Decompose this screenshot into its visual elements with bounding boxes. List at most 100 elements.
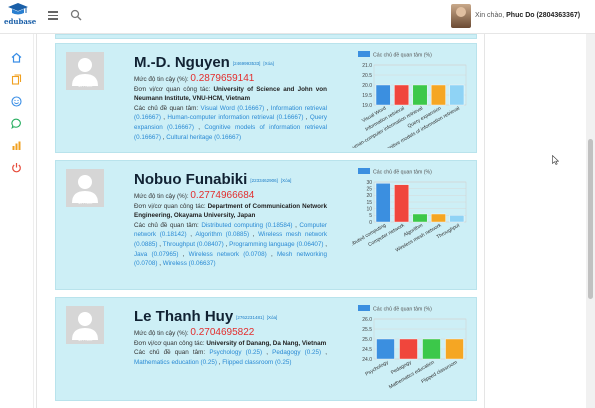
plot-area xyxy=(373,318,467,360)
interest-keyword-link[interactable]: Wireless (0.06637) xyxy=(162,260,216,268)
interest-keyword-link[interactable]: Distributed computing (0.18584) xyxy=(201,221,293,229)
affiliation-label: Đơn vị/cơ quan công tác: xyxy=(134,339,207,347)
bar xyxy=(431,84,446,106)
search-icon[interactable] xyxy=(70,9,82,21)
separator: , xyxy=(160,114,168,122)
interest-keyword-link[interactable]: Throughput (0.08407) xyxy=(162,240,224,248)
interest-keyword-link[interactable]: Flipped classroom (0.25) xyxy=(222,358,292,366)
bar xyxy=(412,84,428,106)
y-tick-label: 24.5 xyxy=(362,347,372,353)
documents-icon[interactable] xyxy=(11,74,22,85)
top-bar: edubase Xin chào, Phuc Do (2804363367) xyxy=(0,0,595,34)
power-icon[interactable] xyxy=(11,162,22,173)
delete-link[interactable]: [Xóa] xyxy=(263,60,274,66)
profile-card: No Photo Nobuo Funabiki [2233462906] [Xóa]… xyxy=(55,160,477,290)
previous-card-edge xyxy=(55,34,477,39)
delete-link[interactable]: [Xóa] xyxy=(266,314,278,320)
profile-details: Mức độ tin cậy (%): 0.2774966684 Đơn vị/… xyxy=(134,191,327,269)
interest-keyword-link[interactable]: Cognitive models of information retrieva… xyxy=(134,123,327,141)
bar xyxy=(422,338,441,360)
confidence-label: Mức độ tin cậy (%): xyxy=(134,193,191,200)
interest-keyword-link[interactable]: Pedagogy (0.25) xyxy=(272,349,322,357)
profile-photo: No Photo xyxy=(66,169,104,207)
profile-card: No Photo M.-D. Nguyen [2469993533] [Xóa] M… xyxy=(55,43,477,153)
interest-keyword-link[interactable]: Human-computer information retrieval (0.… xyxy=(167,114,304,122)
page-scrollbar[interactable] xyxy=(586,34,595,408)
bar xyxy=(394,84,409,106)
y-tick-label: 15 xyxy=(366,200,372,206)
interest-keyword-link[interactable]: Wireless network (0.0708) xyxy=(188,250,267,258)
user-avatar[interactable] xyxy=(451,4,471,28)
legend-label: Các chủ đề quan tâm (%) xyxy=(373,52,432,59)
separator: , xyxy=(160,133,167,141)
delete-link[interactable]: [Xóa] xyxy=(280,177,292,183)
y-tick-label: 21.0 xyxy=(362,63,372,69)
bar xyxy=(431,213,446,223)
separator: , xyxy=(262,349,273,357)
legend-swatch xyxy=(358,51,370,57)
separator: , xyxy=(178,250,189,258)
interest-keyword-link[interactable]: Computer network (0.18142) xyxy=(134,221,328,239)
interests-line: Các chủ đề quan tâm: Visual Word (0.1666… xyxy=(134,104,327,142)
edubase-logo[interactable]: edubase xyxy=(4,2,36,32)
confidence-label: Mức độ tin cậy (%): xyxy=(134,330,191,337)
interest-bar-chart: Các chủ đề quan tâm (%)051015202530Distr… xyxy=(352,168,467,254)
separator: , xyxy=(193,123,205,131)
interest-keyword-link[interactable]: Programming language (0.06407) xyxy=(229,240,324,248)
interest-keyword-link[interactable]: Visual Word (0.16667) xyxy=(200,104,265,112)
separator: , xyxy=(223,240,230,248)
y-tick-label: 0 xyxy=(369,220,372,226)
no-photo-label: No Photo xyxy=(77,201,93,205)
legend-swatch xyxy=(358,168,370,174)
separator: , xyxy=(266,250,277,258)
profile-name-text: Nobuo Funabiki xyxy=(134,171,248,188)
separator: , xyxy=(157,260,163,268)
user-greeting[interactable]: Xin chào, Phuc Do (2804363367) xyxy=(475,12,580,19)
separator: , xyxy=(249,231,259,239)
interest-bar-chart: Các chủ đề quan tâm (%) 19.0 19.5 20.0 20.5 2… xyxy=(352,51,467,148)
profile-name: Le Thanh Huy [2762231481] [Xóa] xyxy=(134,308,277,325)
separator: , xyxy=(323,240,328,248)
profile-name: M.-D. Nguyen [2469993533] [Xóa] xyxy=(134,54,274,71)
interest-keyword-link[interactable]: Wireless mesh network (0.0885) xyxy=(134,231,327,248)
interest-keyword-link[interactable]: Psychology (0.25) xyxy=(209,349,263,357)
interests-line: Các chủ đề quan tâm: Psychology (0.25) ,… xyxy=(134,348,327,367)
affiliation-value: University of Science and John von Neuma… xyxy=(134,85,327,103)
bar xyxy=(449,215,465,223)
profile-photo: No Photo xyxy=(66,306,104,344)
bar xyxy=(394,184,409,223)
interest-keyword-link[interactable]: Algorithm (0.0885) xyxy=(195,231,250,239)
interest-keyword-link[interactable]: Java (0.07965) xyxy=(134,250,179,258)
profile-id: [2233462906] xyxy=(250,177,278,183)
profile-card: No Photo Le Thanh Huy [2762231481] [Xóa] M… xyxy=(55,297,477,401)
y-tick-label: 19.5 xyxy=(362,93,372,99)
mouse-cursor-icon xyxy=(552,155,559,165)
home-icon[interactable] xyxy=(11,52,22,63)
confidence-value: 0.2774966684 xyxy=(190,190,255,201)
separator: , xyxy=(186,231,196,239)
interest-keyword-link[interactable]: Mathematics education (0.25) xyxy=(134,358,217,366)
bar-chart-icon[interactable] xyxy=(11,140,22,151)
confidence-line: Mức độ tin cậy (%): 0.2774966684 xyxy=(134,191,327,202)
interest-bar-chart: Các chủ đề quan tâm (%) 24.0 24.5 25.0 25.5 2… xyxy=(358,305,467,390)
interest-keyword-link[interactable]: Information retrieval (0.16667) xyxy=(134,104,327,122)
interests-label: Các chủ đề quan tâm: xyxy=(134,221,202,229)
menu-toggle-icon[interactable] xyxy=(48,11,58,20)
affiliation-label: Đơn vị/cơ quan công tác: xyxy=(134,85,214,93)
y-tick-label: 5 xyxy=(369,213,372,219)
profile-photo: No Photo xyxy=(66,52,104,90)
interest-keyword-link[interactable]: Mesh networking (0.0708) xyxy=(134,250,328,268)
interest-keyword-link[interactable]: Cultural heritage (0.16667) xyxy=(166,133,242,141)
affiliation-line: Đơn vị/cơ quan công tác: University of S… xyxy=(134,85,327,104)
separator: , xyxy=(321,349,328,357)
affiliation-value: Department of Communication Network Engi… xyxy=(134,202,327,220)
separator: , xyxy=(303,114,310,122)
smile-icon[interactable] xyxy=(11,96,22,107)
profile-details: Mức độ tin cậy (%): 0.2879659141 Đơn vị/… xyxy=(134,74,327,142)
chat-icon[interactable] xyxy=(11,118,22,129)
scrollbar-thumb[interactable] xyxy=(588,139,593,299)
interest-keyword-link[interactable]: Query expansion (0.16667) xyxy=(134,114,328,131)
y-tick-label: 25.0 xyxy=(362,337,372,343)
y-tick-label: 10 xyxy=(366,206,372,212)
y-tick-label: 25.5 xyxy=(362,327,372,333)
